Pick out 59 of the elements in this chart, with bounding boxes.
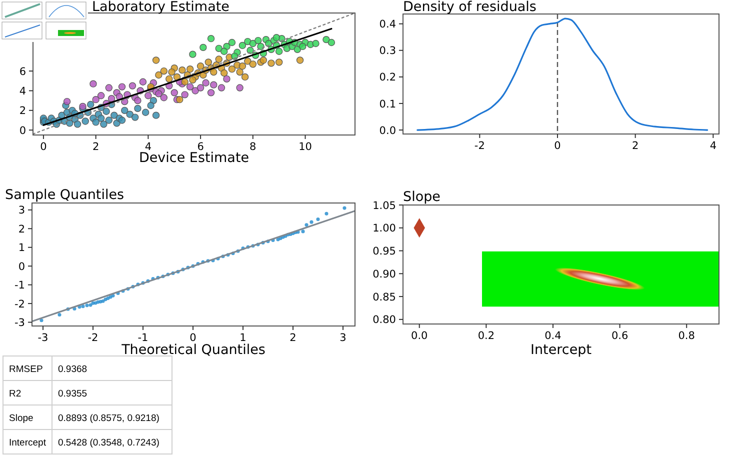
text: Slope [9, 412, 34, 424]
x-tick-label: 0 [40, 141, 47, 153]
y-tick-label: -1 [14, 280, 25, 292]
x-tick-label: 8 [250, 141, 256, 153]
text: Intercept [9, 437, 46, 448]
y-tick-label: 0.80 [372, 314, 396, 326]
x-tick-label: -3 [38, 332, 48, 344]
text: 0.9368 [58, 364, 88, 375]
x-axis-title: Intercept [530, 342, 592, 358]
text: R2 [9, 388, 22, 400]
x-axis-title: Theoretical Quantiles [120, 342, 266, 358]
x-tick-label: 2 [632, 140, 639, 152]
x-tick-label: 1 [240, 332, 246, 344]
x-axis-title: Device Estimate [138, 150, 250, 166]
y-tick-label: 1 [18, 242, 25, 254]
y-tick-label: -3 [14, 317, 25, 330]
y-tick-label: 0.95 [372, 246, 396, 258]
y-tick-label: 3 [18, 204, 25, 217]
x-tick-label: 0 [554, 140, 561, 152]
x-tick-label: 10 [298, 141, 312, 153]
x-tick-label: 2 [290, 332, 296, 344]
x-tick-label: 0.2 [478, 330, 495, 342]
y-tick-label: 0.90 [372, 268, 396, 280]
x-tick-label: -2 [88, 332, 98, 344]
x-tick-label: -2 [474, 140, 485, 152]
y-tick-label: 6 [19, 66, 26, 78]
x-tick-label: 2 [92, 141, 100, 153]
y-tick-label: 0.0 [379, 124, 396, 137]
y-tick-label: -2 [14, 298, 25, 310]
text: 0.8893 (0.8575, 0.9218) [58, 412, 160, 424]
x-tick-label: 0.8 [678, 330, 695, 342]
chart-title: Laboratory Estimate [92, 0, 230, 15]
chart-title: Sample Quantiles [5, 187, 124, 203]
chart-title: Slope [403, 189, 440, 205]
x-tick-label: 0.6 [611, 330, 628, 342]
text: 0.5428 (0.3548, 0.7243) [58, 437, 160, 448]
y-tick-label: 0.2 [379, 72, 396, 84]
x-tick-label: -1 [138, 332, 148, 344]
text: 0.9355 [58, 388, 88, 400]
y-tick-label: 2 [18, 223, 25, 236]
y-tick-label: 0.4 [379, 18, 396, 31]
y-tick-label: 0 [19, 124, 26, 137]
y-tick-label: 4 [19, 86, 26, 98]
text: RMSEP [9, 364, 43, 375]
y-tick-label: 0.1 [379, 98, 396, 110]
y-tick-label: 0.3 [379, 45, 396, 58]
x-tick-label: 4 [144, 141, 152, 153]
x-tick-label: 6 [197, 141, 204, 153]
y-tick-label: 0.85 [372, 291, 396, 304]
x-tick-label: 0.0 [411, 330, 428, 342]
x-tick-label: 3 [340, 332, 346, 344]
chart-title: Density of residuals [403, 0, 536, 15]
x-tick-label: 0 [190, 332, 196, 344]
x-tick-label: 4 [710, 140, 717, 152]
y-tick-label: 0 [18, 260, 25, 273]
y-tick-label: 1.05 [372, 200, 396, 212]
x-tick-label: 0.4 [544, 330, 562, 342]
y-tick-label: 2 [19, 105, 26, 118]
y-tick-label: 1.00 [372, 222, 396, 235]
